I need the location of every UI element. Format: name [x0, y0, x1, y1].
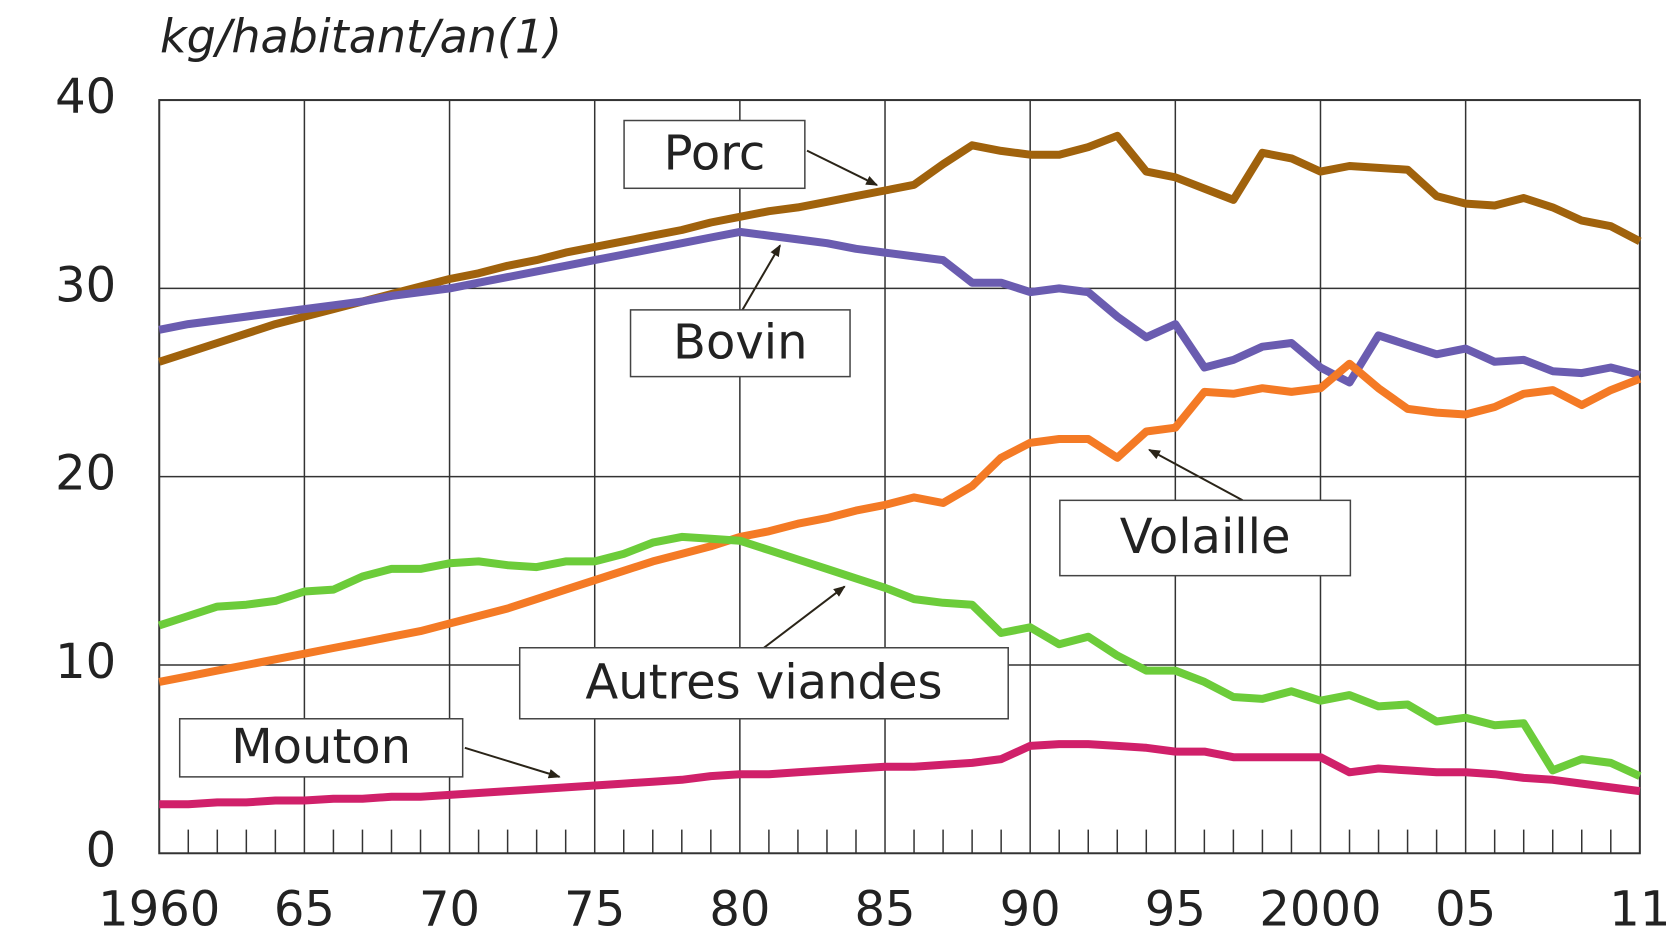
plot-frame — [158, 99, 1641, 855]
callout-arrow — [741, 244, 781, 311]
callout-box — [623, 119, 806, 190]
x-tick-label: 75 — [564, 881, 625, 937]
y-tick-label: 0 — [86, 822, 117, 878]
legend-label: Bovin — [673, 314, 807, 370]
y-tick-label: 10 — [55, 634, 116, 690]
callout-arrow — [806, 149, 879, 186]
x-tick-label: 70 — [419, 881, 480, 937]
legend-label: Porc — [664, 126, 766, 182]
legend-label: Mouton — [231, 719, 411, 775]
series-line — [159, 740, 1641, 809]
unit-label: kg/habitant/an(1) — [160, 10, 562, 64]
callout-arrow — [763, 585, 846, 649]
callout-box — [178, 718, 464, 778]
series-line — [157, 532, 1642, 780]
y-tick-label: 30 — [55, 257, 116, 313]
callout-box — [629, 309, 851, 378]
x-tick-label: 90 — [1000, 881, 1061, 937]
x-tick-label: 95 — [1145, 881, 1206, 937]
y-tick-label: 40 — [55, 69, 116, 125]
legend-label: Autres viandes — [585, 654, 942, 710]
series-callout: Bovin — [629, 244, 851, 378]
callout-arrow — [1148, 448, 1244, 502]
series-callout: Porc — [623, 119, 879, 190]
callout-arrow — [464, 746, 561, 779]
x-tick-label: 11 — [1609, 881, 1670, 937]
series-callout: Autres viandes — [518, 585, 1009, 720]
legend-label: Volaille — [1120, 509, 1291, 565]
x-tick-label: 2000 — [1259, 881, 1381, 937]
series-callout: Mouton — [178, 718, 561, 779]
callout-box — [518, 647, 1009, 720]
x-tick-label: 65 — [274, 881, 335, 937]
x-tick-label: 80 — [709, 881, 770, 937]
x-tick-label: 1960 — [98, 881, 220, 937]
x-tick-label: 85 — [854, 881, 915, 937]
series-line — [158, 227, 1641, 387]
y-tick-label: 20 — [55, 446, 116, 502]
series-line — [157, 131, 1642, 366]
series-callout: Volaille — [1059, 448, 1352, 577]
series-line — [158, 359, 1642, 686]
callout-box — [1059, 499, 1352, 577]
x-tick-label: 05 — [1435, 881, 1496, 937]
